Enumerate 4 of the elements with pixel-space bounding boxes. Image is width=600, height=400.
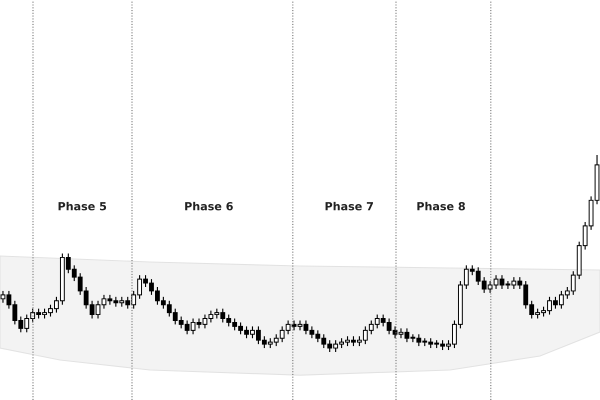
annotation: Phase 7 [326,202,373,210]
annotation: Phase 8 [417,202,465,210]
annotation: Phase 5 [58,202,106,210]
annotation: Phase 6 [185,202,233,210]
